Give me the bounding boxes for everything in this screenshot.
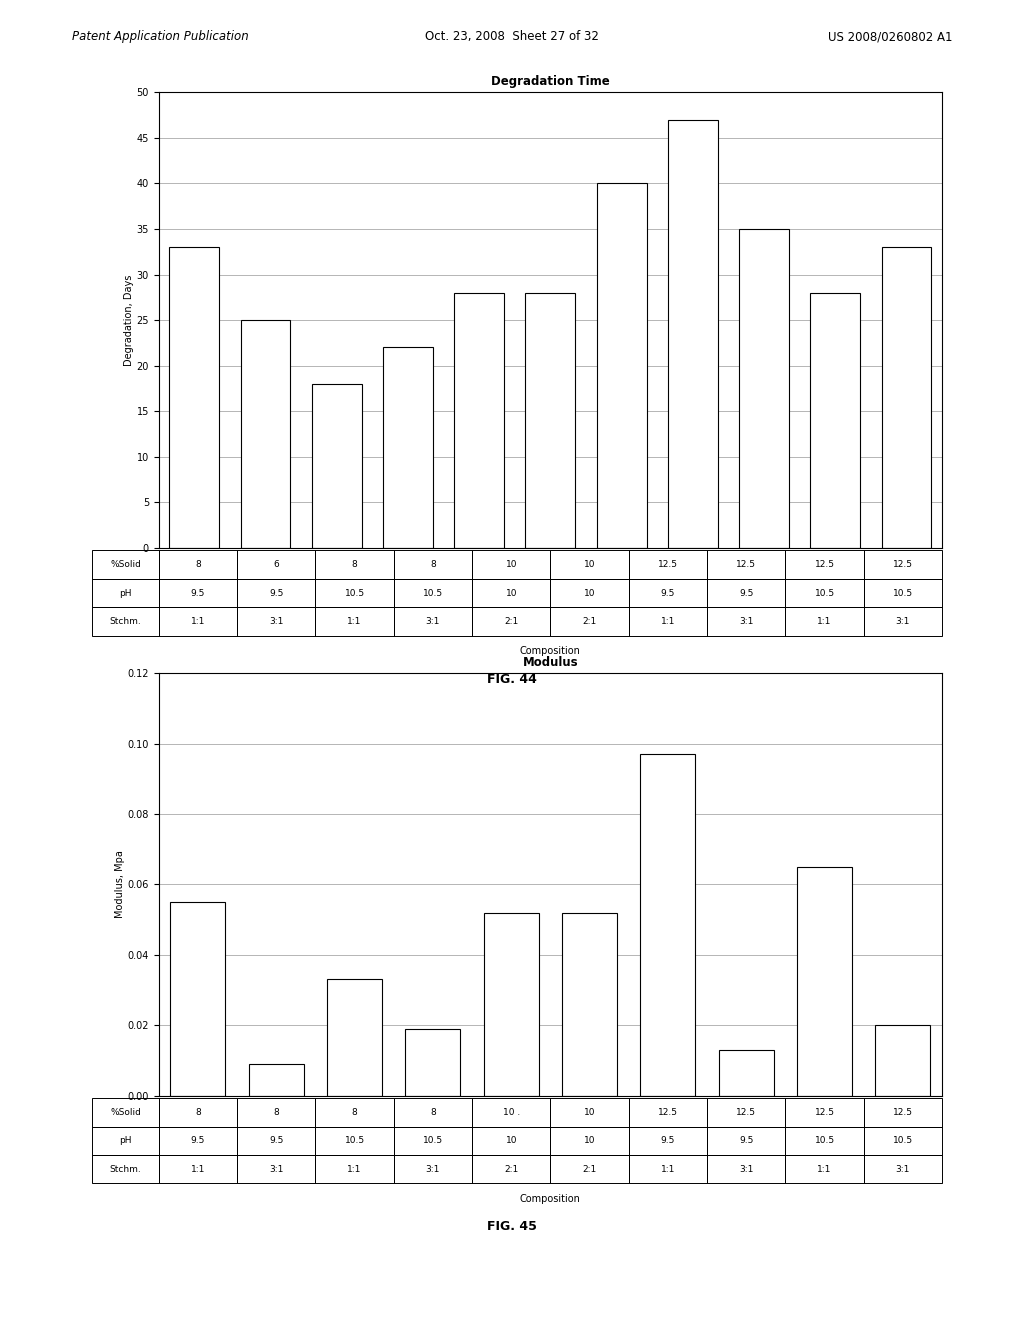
Text: 1:1: 1:1 — [347, 616, 361, 626]
Text: FIG. 44: FIG. 44 — [487, 673, 537, 685]
Text: 10.5: 10.5 — [344, 1137, 365, 1146]
Text: 3:1: 3:1 — [426, 616, 440, 626]
Text: 12.5: 12.5 — [736, 560, 757, 569]
Bar — [882, 247, 932, 548]
Y-axis label: Degradation, Days: Degradation, Days — [124, 275, 134, 366]
Text: Composition: Composition — [520, 1193, 581, 1204]
Text: 9.5: 9.5 — [660, 589, 675, 598]
Bar — [797, 867, 852, 1096]
Text: 12.5: 12.5 — [657, 1107, 678, 1117]
Text: 10: 10 — [584, 589, 595, 598]
Text: 10 .: 10 . — [503, 1107, 520, 1117]
Text: 6: 6 — [273, 560, 280, 569]
Text: 10: 10 — [584, 1107, 595, 1117]
Text: 1:1: 1:1 — [660, 616, 675, 626]
Title: Degradation Time: Degradation Time — [492, 75, 609, 88]
Bar — [406, 1028, 461, 1096]
Text: %Solid: %Solid — [110, 560, 141, 569]
Text: 3:1: 3:1 — [739, 1164, 754, 1173]
Text: 10.5: 10.5 — [893, 589, 913, 598]
Text: 8: 8 — [273, 1107, 280, 1117]
Text: 10.5: 10.5 — [814, 589, 835, 598]
Text: 8: 8 — [351, 560, 357, 569]
Text: 3:1: 3:1 — [426, 1164, 440, 1173]
Text: 2:1: 2:1 — [583, 1164, 597, 1173]
Text: 12.5: 12.5 — [736, 1107, 757, 1117]
Bar — [455, 293, 504, 548]
Bar — [562, 912, 617, 1096]
Text: FIG. 45: FIG. 45 — [487, 1220, 537, 1233]
Title: Modulus: Modulus — [522, 656, 579, 669]
Bar — [483, 912, 539, 1096]
Bar — [597, 183, 646, 548]
Text: US 2008/0260802 A1: US 2008/0260802 A1 — [827, 30, 952, 44]
Text: 2:1: 2:1 — [504, 1164, 518, 1173]
Text: 9.5: 9.5 — [269, 1137, 284, 1146]
Bar — [249, 1064, 304, 1096]
Text: Stchm.: Stchm. — [110, 1164, 141, 1173]
Text: pH: pH — [119, 1137, 132, 1146]
Text: 8: 8 — [195, 560, 201, 569]
Text: Oct. 23, 2008  Sheet 27 of 32: Oct. 23, 2008 Sheet 27 of 32 — [425, 30, 599, 44]
Text: 10: 10 — [584, 1137, 595, 1146]
Text: 3:1: 3:1 — [269, 1164, 284, 1173]
Text: 8: 8 — [430, 1107, 436, 1117]
Text: 10.5: 10.5 — [893, 1137, 913, 1146]
Bar — [169, 247, 219, 548]
Y-axis label: Modulus, Mpa: Modulus, Mpa — [115, 850, 125, 919]
Text: 12.5: 12.5 — [657, 560, 678, 569]
Text: pH: pH — [119, 589, 132, 598]
Text: 9.5: 9.5 — [269, 589, 284, 598]
Text: 2:1: 2:1 — [504, 616, 518, 626]
Text: 10.5: 10.5 — [423, 1137, 443, 1146]
Text: 1:1: 1:1 — [817, 1164, 831, 1173]
Bar — [739, 230, 788, 548]
Text: 12.5: 12.5 — [893, 560, 913, 569]
Text: Patent Application Publication: Patent Application Publication — [72, 30, 249, 44]
Text: 9.5: 9.5 — [190, 1137, 205, 1146]
Text: 12.5: 12.5 — [814, 1107, 835, 1117]
Text: Composition: Composition — [520, 647, 581, 656]
Text: 8: 8 — [195, 1107, 201, 1117]
Text: 3:1: 3:1 — [896, 1164, 910, 1173]
Text: 3:1: 3:1 — [739, 616, 754, 626]
Bar — [241, 319, 291, 548]
Text: 12.5: 12.5 — [814, 560, 835, 569]
Text: Stchm.: Stchm. — [110, 616, 141, 626]
Text: 10: 10 — [506, 1137, 517, 1146]
Text: 9.5: 9.5 — [739, 589, 754, 598]
Text: 9.5: 9.5 — [660, 1137, 675, 1146]
Bar — [170, 902, 225, 1096]
Text: 1:1: 1:1 — [817, 616, 831, 626]
Text: 8: 8 — [351, 1107, 357, 1117]
Text: 1:1: 1:1 — [190, 616, 205, 626]
Text: 10.5: 10.5 — [814, 1137, 835, 1146]
Text: %Solid: %Solid — [110, 1107, 141, 1117]
Text: 10.5: 10.5 — [423, 589, 443, 598]
Text: 9.5: 9.5 — [739, 1137, 754, 1146]
Text: 8: 8 — [430, 560, 436, 569]
Bar — [810, 293, 860, 548]
Text: 2:1: 2:1 — [583, 616, 597, 626]
Text: 3:1: 3:1 — [896, 616, 910, 626]
Text: 10: 10 — [506, 560, 517, 569]
Bar — [525, 293, 575, 548]
Bar — [640, 754, 695, 1096]
Bar — [719, 1049, 774, 1096]
Text: 1:1: 1:1 — [347, 1164, 361, 1173]
Text: 1:1: 1:1 — [190, 1164, 205, 1173]
Bar — [668, 120, 718, 548]
Text: 1:1: 1:1 — [660, 1164, 675, 1173]
Text: 3:1: 3:1 — [269, 616, 284, 626]
Bar — [312, 384, 361, 548]
Text: 10.5: 10.5 — [344, 589, 365, 598]
Bar — [876, 1026, 931, 1096]
Text: 12.5: 12.5 — [893, 1107, 913, 1117]
Text: 10: 10 — [506, 589, 517, 598]
Bar — [327, 979, 382, 1096]
Bar — [383, 347, 433, 548]
Text: 10: 10 — [584, 560, 595, 569]
Text: 9.5: 9.5 — [190, 589, 205, 598]
